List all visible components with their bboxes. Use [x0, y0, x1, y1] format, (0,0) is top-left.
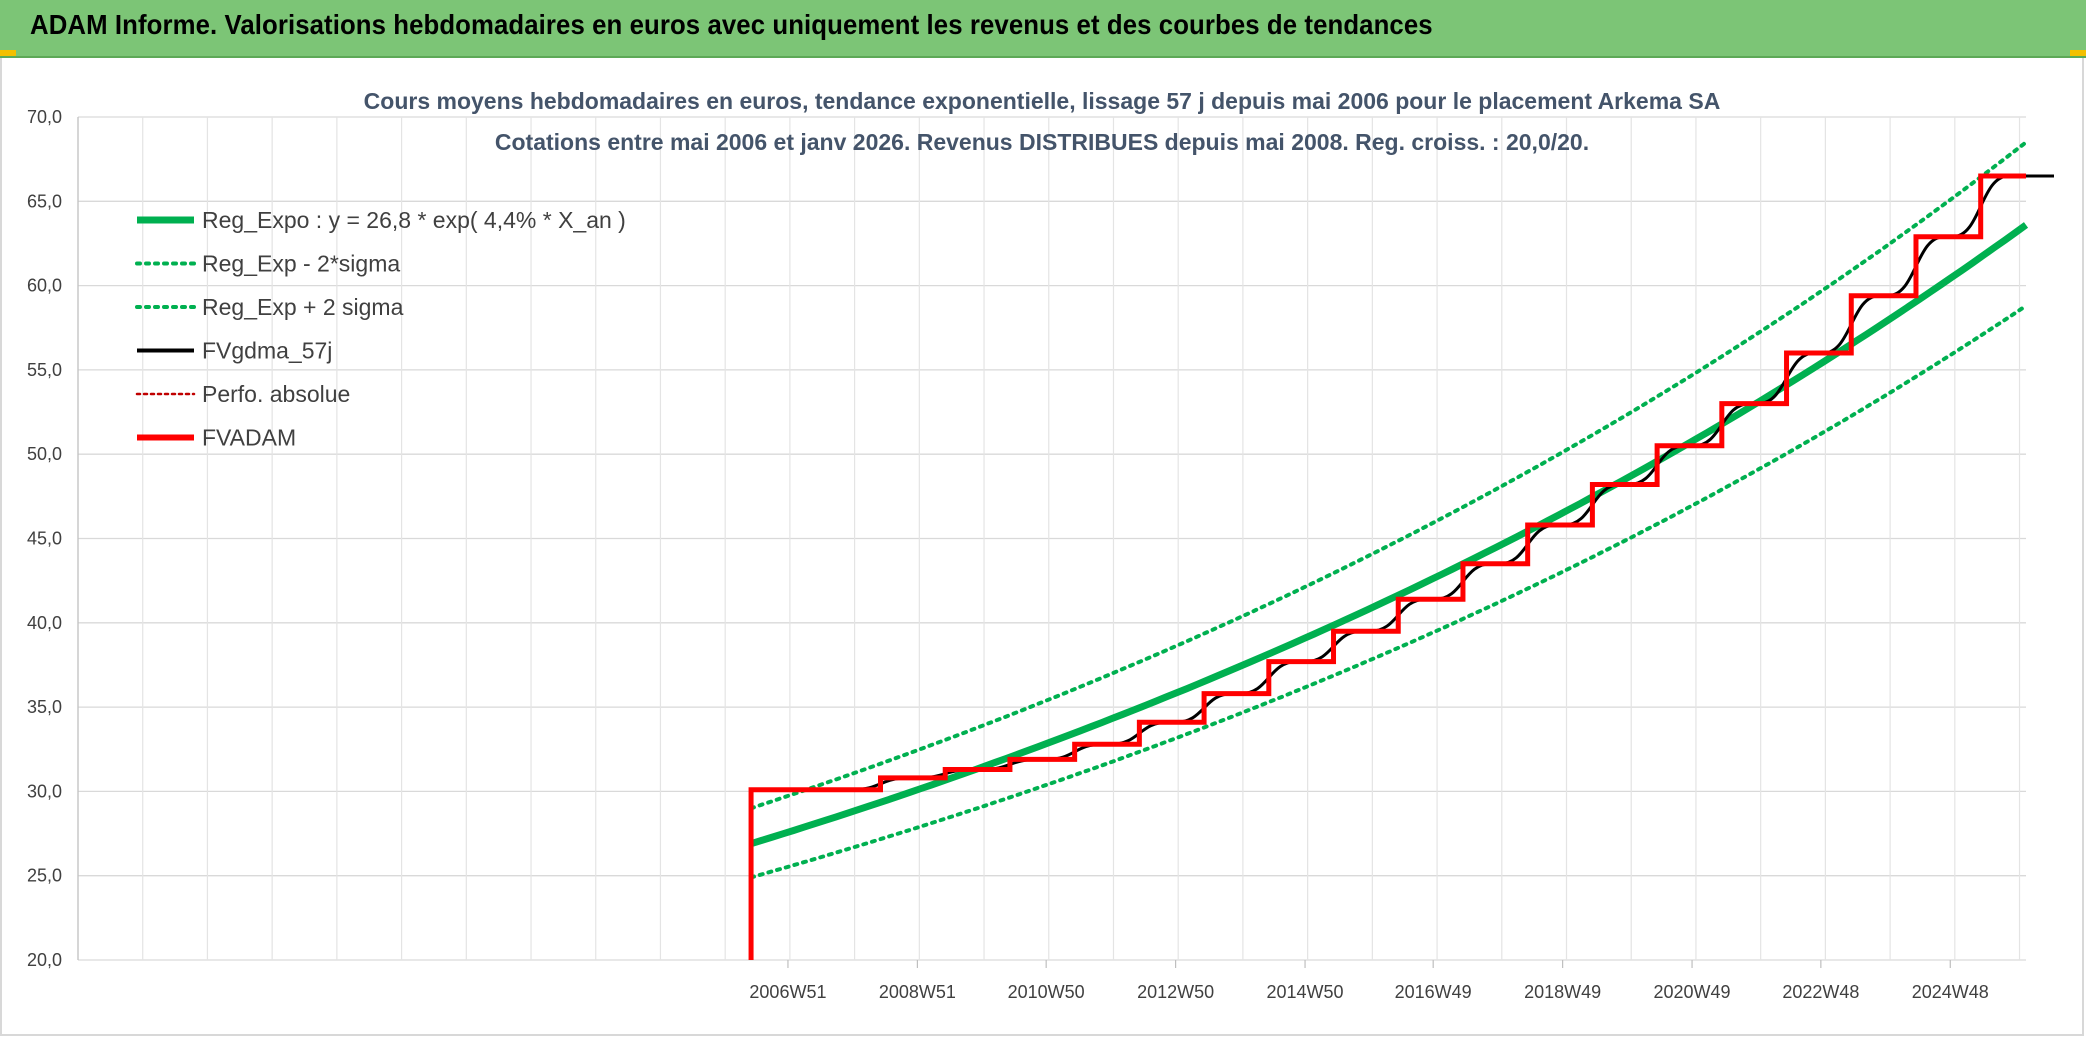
y-tick-label: 60,0 [27, 276, 62, 296]
legend-entry-label: Perfo. absolue [202, 381, 350, 407]
y-tick-label: 20,0 [27, 950, 62, 970]
corner-marker-left [0, 50, 16, 56]
y-tick-label: 50,0 [27, 444, 62, 464]
x-tick-label: 2016W49 [1395, 982, 1472, 1002]
chart-grid [77, 116, 2026, 968]
legend-entry-label: Reg_Expo : y = 26,8 * exp( 4,4% * X_an ) [202, 207, 626, 233]
x-tick-label: 2010W50 [1008, 982, 1085, 1002]
report-banner: ADAM Informe. Valorisations hebdomadaire… [0, 0, 2086, 58]
y-tick-label: 25,0 [27, 866, 62, 886]
chart-title: Cours moyens hebdomadaires en euros, ten… [364, 88, 1721, 114]
chart-subtitle: Cotations entre mai 2006 et janv 2026. R… [495, 129, 1589, 155]
x-tick-label: 2018W49 [1524, 982, 1601, 1002]
y-tick-label: 70,0 [27, 107, 62, 127]
y-tick-label: 45,0 [27, 529, 62, 549]
series-reg-exp-minus-2sigma [749, 303, 2028, 880]
x-tick-label: 2022W48 [1782, 982, 1859, 1002]
x-tick-label: 2006W51 [749, 982, 826, 1002]
legend-entry-label: Reg_Exp + 2 sigma [202, 294, 404, 320]
x-tick-label: 2020W49 [1654, 982, 1731, 1002]
y-tick-label: 35,0 [27, 697, 62, 717]
y-tick-label: 40,0 [27, 613, 62, 633]
legend-entry-label: FVgdma_57j [202, 338, 332, 364]
axis-labels: 20,0 25,0 30,0 35,0 40,0 45,0 50,0 55,0 60,0 65,0… [27, 107, 1989, 1002]
legend-entry-label: FVADAM [202, 425, 296, 451]
series-fvadam [748, 173, 2026, 960]
series-reg-expo [750, 222, 2029, 848]
x-tick-label: 2008W51 [879, 982, 956, 1002]
x-tick-label: 2014W50 [1267, 982, 1344, 1002]
y-tick-label: 65,0 [27, 191, 62, 211]
corner-marker-right [2070, 50, 2086, 56]
series-layer [748, 140, 2055, 960]
y-tick-label: 55,0 [27, 360, 62, 380]
chart-legend: Reg_Expo : y = 26,8 * exp( 4,4% * X_an )… [135, 207, 626, 451]
chart-frame [0, 58, 2084, 1036]
y-tick-label: 30,0 [27, 781, 62, 801]
x-tick-label: 2024W48 [1912, 982, 1989, 1002]
x-tick-label: 2012W50 [1137, 982, 1214, 1002]
legend-entry-label: Reg_Exp - 2*sigma [202, 251, 400, 277]
series-fvgdma-57j [751, 174, 2055, 792]
series-reg-exp-plus-2sigma [749, 140, 2028, 811]
report-title: ADAM Informe. Valorisations hebdomadaire… [30, 9, 1433, 40]
